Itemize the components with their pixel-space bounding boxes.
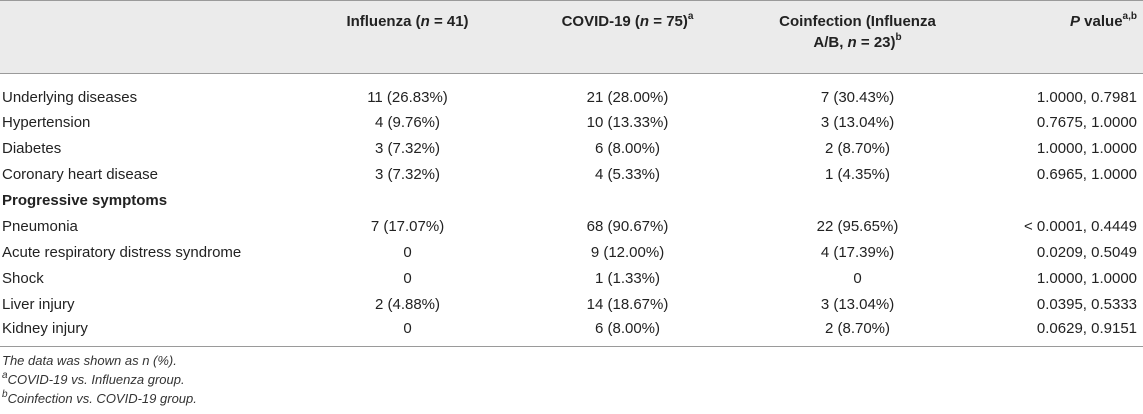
footnote-data-format: The data was shown as n (%).	[2, 353, 177, 368]
cell-influenza: 11 (26.83%)	[367, 89, 448, 106]
cell-influenza: 0	[403, 270, 412, 287]
empty-cell	[965, 188, 1143, 214]
cell-coinfection: 2 (8.70%)	[824, 140, 891, 157]
cell-p-value: 0.0629, 0.9151	[965, 318, 1143, 347]
table-row: Coronary heart disease 3 (7.32%) 4 (5.33…	[0, 162, 1143, 188]
cell-coinfection: 2 (8.70%)	[750, 318, 965, 347]
cell-coinfection: 3 (13.04%)	[820, 114, 895, 131]
cell-covid: 21 (28.00%)	[586, 89, 669, 106]
empty-cell	[310, 188, 505, 214]
cell-influenza: 4 (9.76%)	[374, 114, 441, 131]
table-row: Kidney injury 0 6 (8.00%) 2 (8.70%) 0.06…	[0, 318, 1143, 347]
header-coinfection: Coinfection (Influenza A/B, n = 23)b	[750, 0, 965, 74]
cell-p-value: 1.0000, 0.7981	[1036, 89, 1137, 106]
cell-influenza: 0	[310, 318, 505, 347]
header-row: Influenza (n = 41) COVID-19 (n = 75)a Co…	[0, 0, 1143, 74]
row-label: Underlying diseases	[2, 89, 138, 106]
table-row: Underlying diseases 11 (26.83%) 21 (28.0…	[0, 74, 1143, 111]
cell-covid: 10 (13.33%)	[586, 114, 669, 131]
cell-influenza: 0	[403, 244, 412, 261]
cell-p-value: 1.0000, 1.0000	[1036, 140, 1137, 157]
empty-cell	[750, 188, 965, 214]
table-row: Diabetes 3 (7.32%) 6 (8.00%) 2 (8.70%) 1…	[0, 136, 1143, 162]
cell-covid: 9 (12.00%)	[590, 244, 665, 261]
cell-coinfection: 0	[853, 270, 862, 287]
table-footnotes: The data was shown as n (%). aCOVID-19 v…	[0, 347, 1143, 408]
header-covid: COVID-19 (n = 75)a	[505, 0, 750, 74]
cell-p-value: < 0.0001, 0.4449	[1023, 218, 1137, 235]
table-row: Shock 0 1 (1.33%) 0 1.0000, 1.0000	[0, 266, 1143, 292]
cell-p-value: 0.7675, 1.0000	[1036, 114, 1137, 131]
row-label: Kidney injury	[0, 318, 310, 347]
cell-coinfection: 22 (95.65%)	[816, 218, 899, 235]
cell-coinfection: 3 (13.04%)	[820, 296, 895, 313]
cell-p-value: 0.0395, 0.5333	[1036, 296, 1137, 313]
table-row: Liver injury 2 (4.88%) 14 (18.67%) 3 (13…	[0, 292, 1143, 318]
row-label: Liver injury	[2, 296, 75, 313]
table-header: Influenza (n = 41) COVID-19 (n = 75)a Co…	[0, 0, 1143, 74]
cell-covid: 68 (90.67%)	[586, 218, 669, 235]
section-label: Progressive symptoms	[2, 192, 168, 209]
table-row: Pneumonia 7 (17.07%) 68 (90.67%) 22 (95.…	[0, 214, 1143, 240]
cell-covid: 1 (1.33%)	[594, 270, 661, 287]
row-label: Hypertension	[2, 114, 91, 131]
data-table: Influenza (n = 41) COVID-19 (n = 75)a Co…	[0, 0, 1143, 347]
table-row: Acute respiratory distress syndrome 0 9 …	[0, 240, 1143, 266]
section-row: Progressive symptoms	[0, 188, 1143, 214]
table-body: Underlying diseases 11 (26.83%) 21 (28.0…	[0, 74, 1143, 347]
cell-covid: 14 (18.67%)	[586, 296, 669, 313]
row-label: Shock	[2, 270, 44, 287]
cell-p-value: 0.6965, 1.0000	[1036, 166, 1137, 183]
header-p-value: P valuea,b	[965, 0, 1143, 74]
cell-coinfection: 4 (17.39%)	[820, 244, 895, 261]
cell-influenza: 3 (7.32%)	[374, 166, 441, 183]
row-label: Diabetes	[2, 140, 62, 157]
cell-coinfection: 7 (30.43%)	[820, 89, 895, 106]
header-influenza: Influenza (n = 41)	[310, 0, 505, 74]
header-empty	[0, 0, 310, 74]
footnote-a: aCOVID-19 vs. Influenza group.	[2, 369, 185, 387]
row-label: Acute respiratory distress syndrome	[2, 244, 242, 261]
table-row: Hypertension 4 (9.76%) 10 (13.33%) 3 (13…	[0, 110, 1143, 136]
cell-influenza: 7 (17.07%)	[370, 218, 445, 235]
empty-cell	[505, 188, 750, 214]
cell-covid: 6 (8.00%)	[505, 318, 750, 347]
row-label: Coronary heart disease	[2, 166, 158, 183]
cell-covid: 4 (5.33%)	[594, 166, 661, 183]
cell-influenza: 2 (4.88%)	[374, 296, 441, 313]
cell-p-value: 1.0000, 1.0000	[1036, 270, 1137, 287]
cell-influenza: 3 (7.32%)	[374, 140, 441, 157]
row-label: Pneumonia	[2, 218, 78, 235]
cell-coinfection: 1 (4.35%)	[824, 166, 891, 183]
cell-p-value: 0.0209, 0.5049	[1036, 244, 1137, 261]
cell-covid: 6 (8.00%)	[594, 140, 661, 157]
footnote-b: bCoinfection vs. COVID-19 group.	[2, 388, 197, 406]
